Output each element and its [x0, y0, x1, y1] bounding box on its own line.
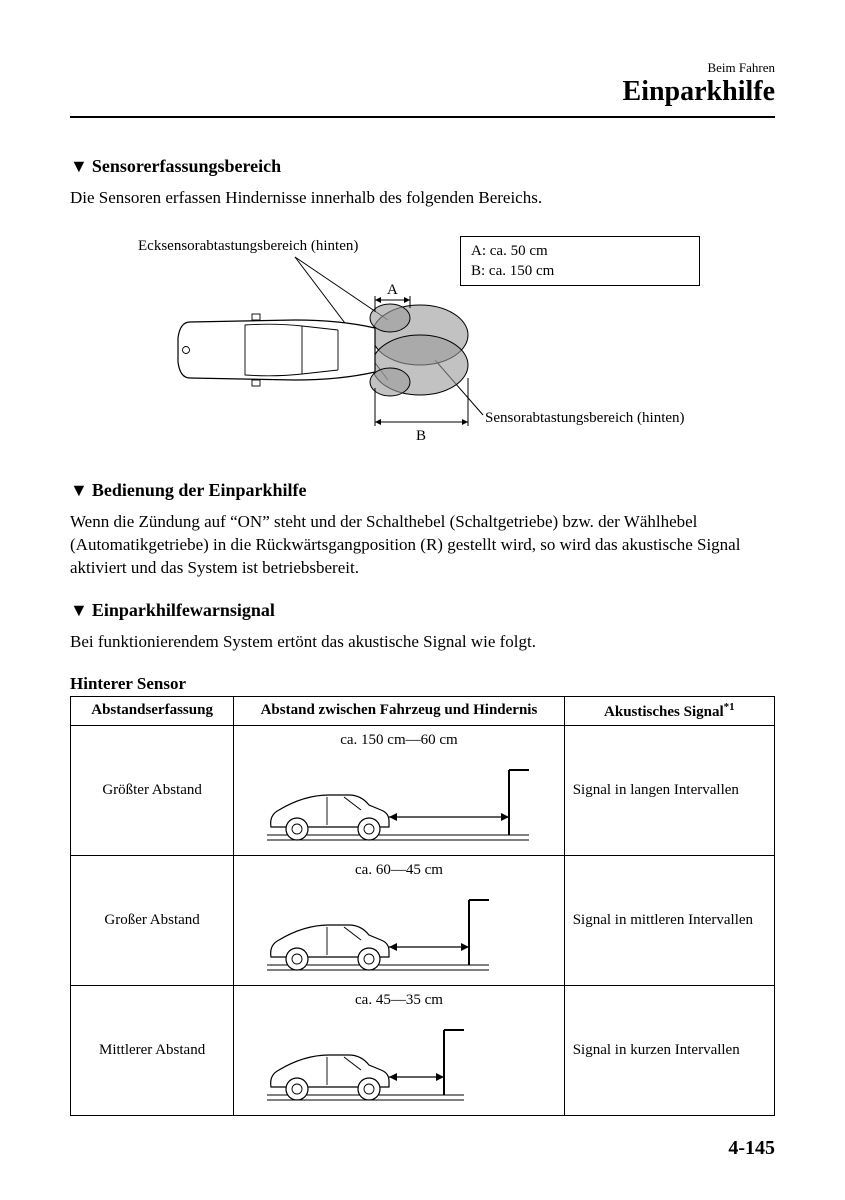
- footnote-mark: *1: [724, 701, 735, 713]
- cell-distance: ca. 150 cm—60 cm: [234, 725, 564, 855]
- header-title: Einparkhilfe: [70, 76, 775, 108]
- row-car-svg: [249, 755, 549, 850]
- cell-label: Großer Abstand: [71, 855, 234, 985]
- col-header-3: Akustisches Signal*1: [564, 696, 774, 725]
- section-heading-operation: ▼Bedienung der Einparkhilfe: [70, 480, 775, 501]
- page-number: 4-145: [728, 1137, 775, 1160]
- header-category: Beim Fahren: [70, 60, 775, 76]
- section2-body: Wenn die Zündung auf “ON” steht und der …: [70, 511, 775, 580]
- dim-a-label: A: [387, 282, 398, 298]
- table-title: Hinterer Sensor: [70, 674, 775, 694]
- cell-signal: Signal in kurzen Intervallen: [564, 985, 774, 1115]
- section3-body: Bei funktionierendem System ertönt das a…: [70, 631, 775, 654]
- dim-b-label: B: [416, 428, 426, 444]
- triangle-icon: ▼: [70, 156, 88, 177]
- section-heading-warn-signal: ▼Einparkhilfewarnsignal: [70, 600, 775, 621]
- cell-distance: ca. 60—45 cm: [234, 855, 564, 985]
- car-side: [271, 795, 389, 840]
- cell-distance: ca. 45—35 cm: [234, 985, 564, 1115]
- page-header: Beim Fahren Einparkhilfe: [70, 60, 775, 108]
- top-view-car-svg: A B: [70, 230, 770, 460]
- cell-signal: Signal in langen Intervallen: [564, 725, 774, 855]
- row-car-svg: [249, 1015, 549, 1110]
- section-heading-sensor-range: ▼Sensorerfassungsbereich: [70, 156, 775, 177]
- cell-label: Mittlerer Abstand: [71, 985, 234, 1115]
- col-header-1: Abstandserfassung: [71, 696, 234, 725]
- car-side: [271, 925, 389, 970]
- col-header-2: Abstand zwischen Fahrzeug und Hindernis: [234, 696, 564, 725]
- triangle-icon: ▼: [70, 480, 88, 501]
- car-side: [271, 1055, 389, 1100]
- triangle-icon: ▼: [70, 600, 88, 621]
- table-row: Mittlerer Abstandca. 45—35 cm Signal in …: [71, 985, 775, 1115]
- header-rule: [70, 116, 775, 118]
- row-car-svg: [249, 885, 549, 980]
- car-top-view: [178, 314, 375, 386]
- cell-signal: Signal in mittleren Intervallen: [564, 855, 774, 985]
- table-row: Großer Abstandca. 60—45 cm Signal in mit…: [71, 855, 775, 985]
- sensor-range-diagram: Ecksensorabtastungsbereich (hinten) A: c…: [70, 230, 775, 460]
- section1-body: Die Sensoren erfassen Hindernisse innerh…: [70, 187, 775, 210]
- table-row: Größter Abstandca. 150 cm—60 cm Signal i…: [71, 725, 775, 855]
- cell-label: Größter Abstand: [71, 725, 234, 855]
- sensor-table: Abstandserfassung Abstand zwischen Fahrz…: [70, 696, 775, 1116]
